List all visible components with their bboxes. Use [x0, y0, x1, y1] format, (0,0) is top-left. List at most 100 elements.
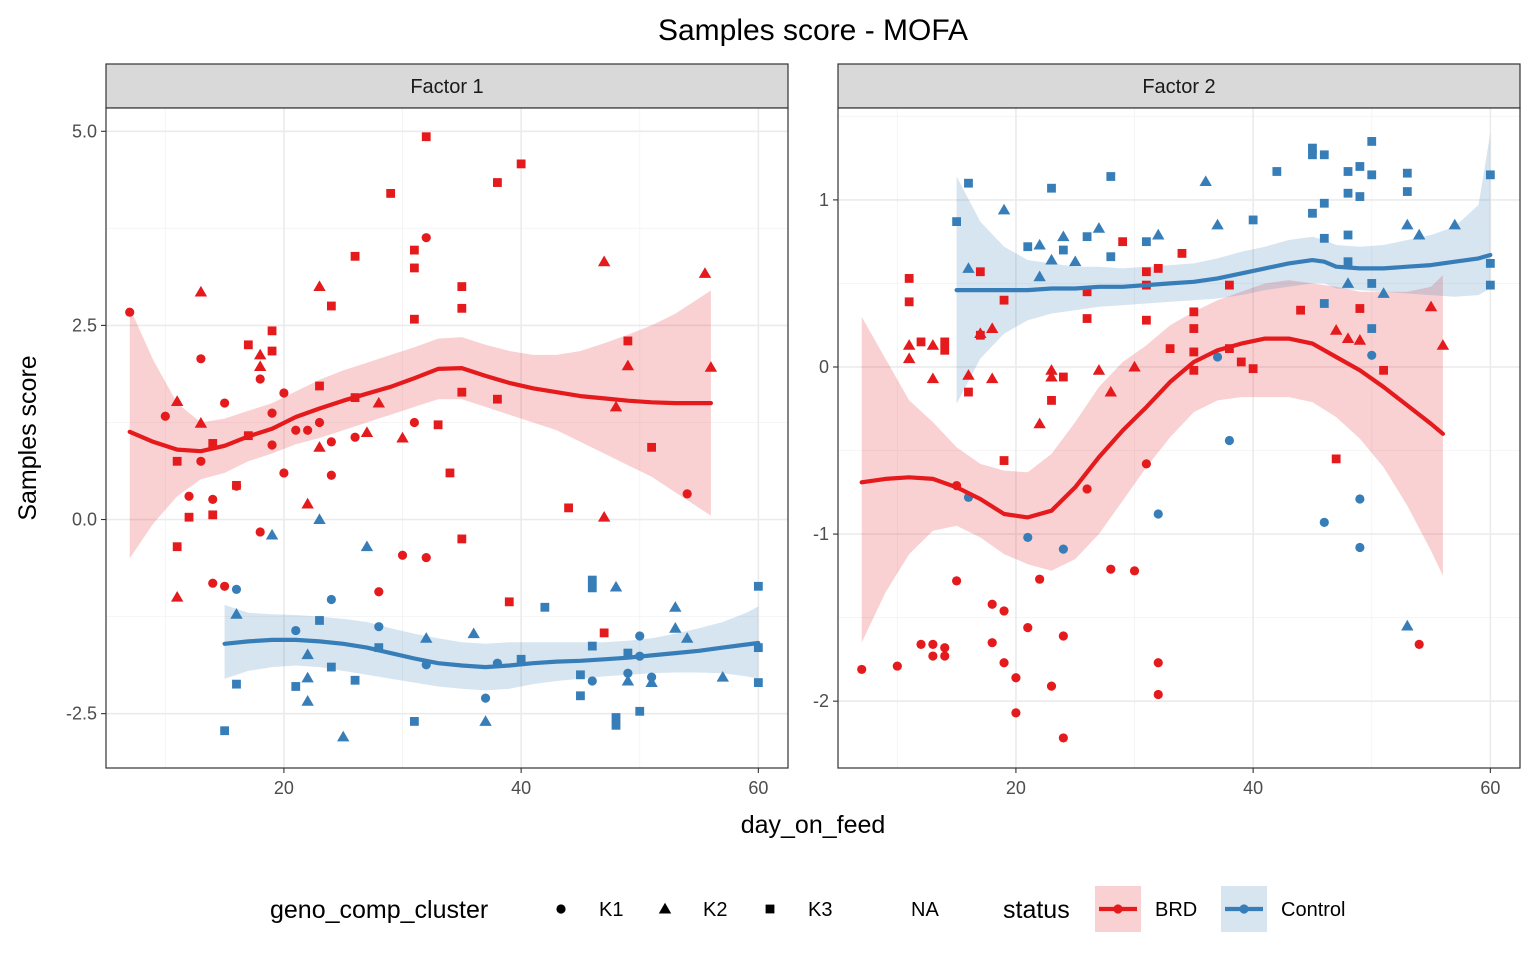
data-point	[232, 679, 241, 689]
data-point	[753, 678, 763, 687]
smooth-line-brd	[127, 366, 713, 454]
data-point	[194, 417, 208, 428]
data-point	[1104, 385, 1117, 397]
legend: geno_comp_cluster K1 K2 K3 NA status BRD Contro…	[270, 886, 1345, 932]
data-point	[1319, 150, 1329, 160]
data-point	[326, 437, 336, 447]
data-point	[457, 303, 467, 313]
data-point	[576, 670, 585, 680]
data-point	[409, 314, 419, 324]
y-tick-label: -1	[813, 524, 829, 544]
data-point	[1355, 192, 1365, 201]
data-point	[374, 643, 384, 653]
data-point	[623, 668, 633, 678]
data-point	[716, 670, 729, 682]
data-point	[975, 330, 985, 340]
legend-key-control	[1221, 886, 1267, 932]
data-point	[1011, 673, 1021, 683]
x-tick-label: 60	[1480, 778, 1500, 798]
data-point	[916, 337, 926, 347]
data-point	[1046, 681, 1057, 691]
data-point	[1485, 280, 1495, 290]
data-point	[255, 527, 265, 537]
data-point	[1412, 228, 1426, 240]
panel-border	[837, 107, 1521, 769]
data-point	[985, 322, 999, 334]
data-point	[669, 622, 682, 633]
data-point	[635, 706, 645, 716]
data-point	[1379, 365, 1388, 375]
data-point	[467, 627, 480, 639]
data-point	[940, 643, 950, 653]
data-point	[1319, 517, 1329, 527]
data-point	[1058, 631, 1068, 641]
confidence-band-brd	[861, 275, 1443, 643]
data-point	[753, 643, 763, 653]
y-tick-label: 0.0	[72, 510, 97, 530]
data-point	[609, 400, 623, 412]
x-tick-label: 20	[1006, 778, 1026, 798]
data-point	[208, 510, 218, 520]
data-point	[1045, 253, 1058, 265]
data-point	[1436, 339, 1450, 350]
data-point	[985, 372, 999, 384]
data-point	[457, 387, 467, 397]
x-tick-label: 20	[274, 778, 294, 798]
data-point	[926, 339, 940, 350]
data-point	[243, 340, 253, 350]
legend-label-k3: K3	[808, 899, 832, 921]
data-point	[1367, 324, 1377, 333]
data-point	[1402, 187, 1412, 196]
data-point	[623, 336, 633, 346]
data-point	[326, 662, 336, 672]
data-point	[315, 381, 324, 391]
data-point	[902, 352, 916, 364]
data-point	[1082, 314, 1092, 323]
data-point	[997, 203, 1011, 215]
data-point	[208, 578, 218, 588]
data-point	[1212, 352, 1223, 362]
data-point	[231, 584, 242, 595]
facet-label: Factor 2	[1142, 76, 1215, 98]
data-point	[1414, 639, 1424, 649]
data-point	[1033, 417, 1046, 429]
data-point	[964, 178, 973, 188]
data-point	[420, 632, 433, 643]
data-point	[928, 639, 938, 649]
data-point	[892, 661, 902, 671]
data-point	[1402, 168, 1412, 178]
data-point	[1319, 233, 1329, 243]
data-point	[962, 369, 975, 380]
data-point	[999, 658, 1009, 668]
data-point	[1058, 733, 1068, 743]
confidence-band-brd	[129, 290, 711, 559]
data-point	[1211, 218, 1224, 230]
data-point	[587, 641, 597, 651]
data-point	[704, 361, 718, 372]
data-point	[1353, 334, 1367, 345]
data-point	[374, 622, 384, 632]
data-point	[597, 255, 611, 267]
data-point	[516, 654, 526, 664]
data-point	[1106, 252, 1116, 262]
data-point	[1367, 137, 1377, 146]
data-point	[386, 189, 396, 198]
data-point	[1401, 218, 1414, 230]
data-point	[301, 695, 314, 706]
data-point	[576, 691, 585, 701]
data-point	[360, 426, 374, 438]
panel-background	[838, 108, 1520, 768]
data-point	[279, 388, 289, 398]
data-point	[940, 651, 950, 661]
data-point	[253, 360, 267, 372]
data-point	[230, 608, 243, 619]
data-point	[480, 693, 491, 703]
data-point	[1448, 218, 1461, 230]
data-point	[1058, 372, 1068, 382]
data-point	[1377, 287, 1390, 298]
data-point	[1355, 494, 1365, 504]
y-tick-label: 1	[819, 190, 829, 210]
data-point	[1069, 255, 1082, 267]
data-point	[232, 480, 241, 490]
data-point	[279, 468, 289, 478]
